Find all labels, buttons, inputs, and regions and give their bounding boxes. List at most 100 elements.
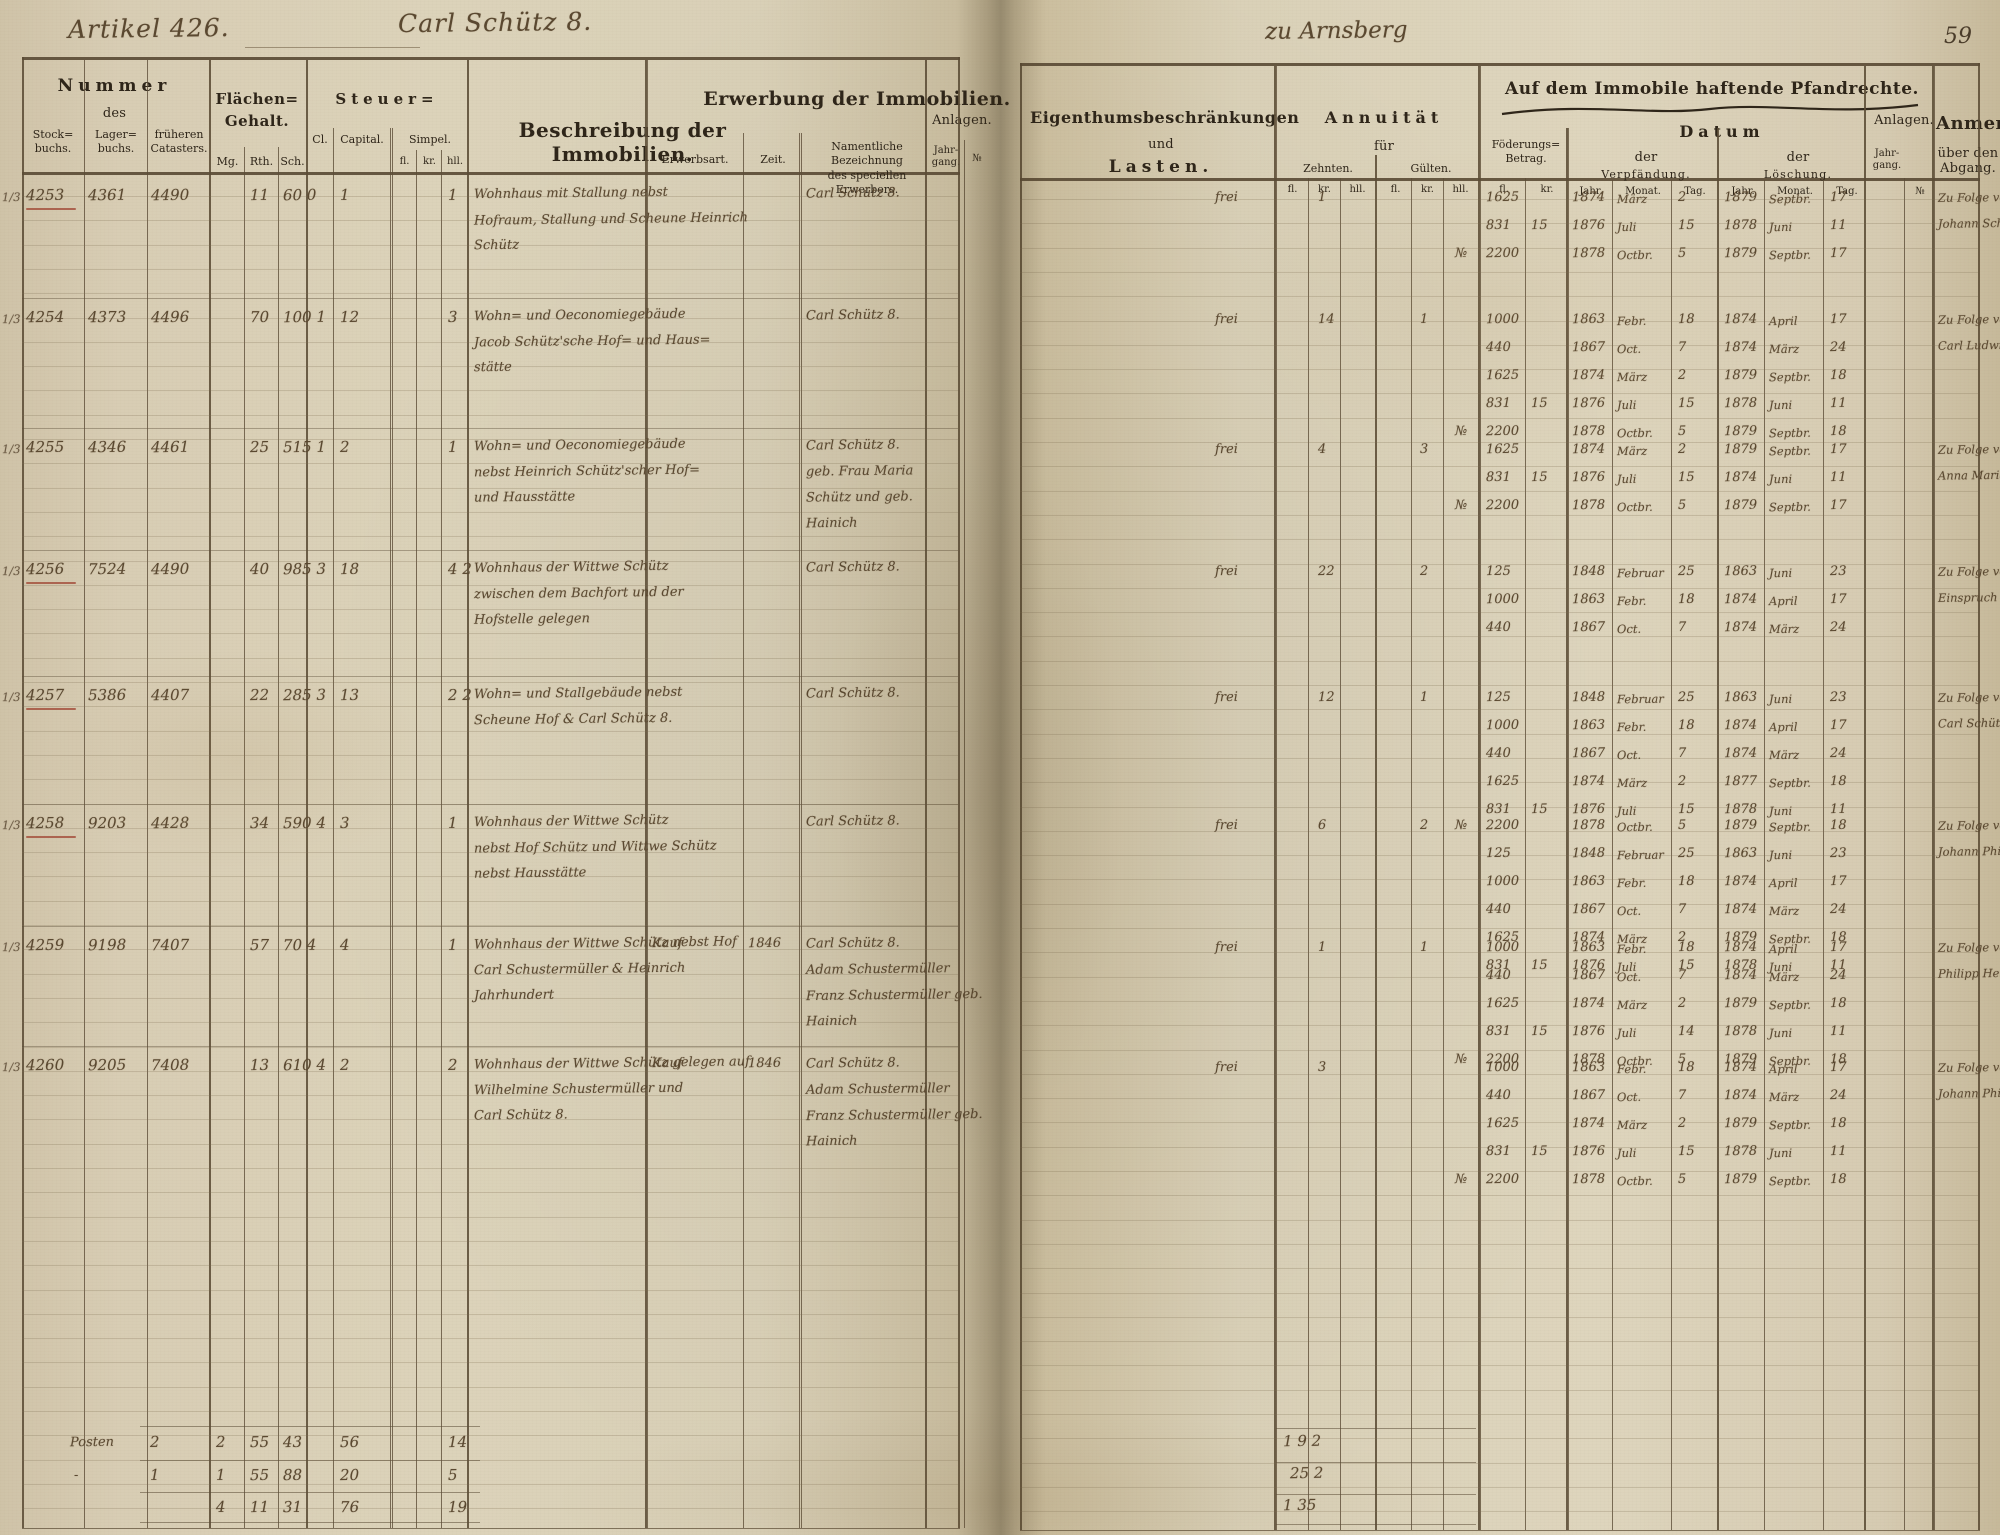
cell-verpf-monat: Octbr. xyxy=(1616,1173,1653,1189)
cell-beschreibung-line: Scheune Hof & Carl Schütz 8. xyxy=(473,710,673,729)
cell-losch-jahr: 1874 xyxy=(1723,311,1758,328)
cell-beschreibung-line: Wohnhaus der Wittwe Schütz xyxy=(473,812,669,831)
header-owner: Carl Schütz 8. xyxy=(397,6,593,39)
cell-pfand-kr: 15 xyxy=(1530,801,1548,818)
cell-verpf-tag: 18 xyxy=(1677,311,1695,328)
cell-zehnten: 4 xyxy=(1317,441,1327,458)
cell-losch-jahr: 1874 xyxy=(1723,469,1758,486)
header-bottom-left xyxy=(22,172,960,175)
cell-losch-tag: 17 xyxy=(1829,717,1847,734)
cell-pfand-betrag: 831 xyxy=(1485,1023,1511,1040)
cell-losch-jahr: 1874 xyxy=(1723,939,1758,956)
col-v-monat: Monat. xyxy=(1625,186,1661,197)
cell-verpf-tag: 2 xyxy=(1677,773,1687,790)
cell-losch-jahr: 1879 xyxy=(1723,367,1758,384)
cell-beschreibung-line: Wohn= und Oeconomiegebäude xyxy=(473,436,686,455)
cell-losch-monat: Septbr. xyxy=(1768,1173,1812,1189)
cell-losch-jahr: 1879 xyxy=(1723,189,1758,206)
cell-losch-jahr: 1878 xyxy=(1723,217,1758,234)
cell-pfand-betrag: 2200 xyxy=(1485,1171,1520,1188)
group-annuitaet-sub: für xyxy=(1374,139,1394,154)
cell-losch-jahr: 1874 xyxy=(1723,967,1758,984)
cell-verpf-jahr: 1874 xyxy=(1571,773,1606,790)
cell-verpf-monat: Octbr. xyxy=(1616,425,1653,441)
cell-sch: 515 1 xyxy=(282,437,327,457)
cell-erwerber-line: geb. Frau Maria xyxy=(805,463,914,480)
cell-losch-monat: Juni xyxy=(1768,691,1793,707)
cell-losch-monat: April xyxy=(1768,313,1798,329)
cell-lagerbuch: 9203 xyxy=(87,813,127,833)
stockbuch-underline xyxy=(26,208,76,210)
totals-annuity-b: 25 2 xyxy=(1289,1463,1324,1483)
cell-cataster: 4490 xyxy=(150,185,190,205)
col-capital: Capital. xyxy=(340,133,384,146)
cell-pfand-betrag: 2200 xyxy=(1485,245,1520,262)
cell-losch-monat: Septbr. xyxy=(1768,775,1812,791)
cell-pfand-betrag: 831 xyxy=(1485,217,1511,234)
cell-losch-monat: April xyxy=(1768,1061,1798,1077)
cell-verpf-monat: Oct. xyxy=(1616,969,1642,985)
cell-pfand-kr: 15 xyxy=(1530,1143,1548,1160)
cell-beschreibung-line: Wohnhaus der Wittwe Schütz nebst Hof xyxy=(473,934,738,953)
col-simpel-hll: hll. xyxy=(446,156,463,167)
cell-losch-tag: 11 xyxy=(1829,801,1847,818)
cell-anmerkung-line: Zu Folge von Abth. 693 xyxy=(1937,817,2000,833)
cell-stockbuch: 4259 xyxy=(25,935,65,955)
cell-anmerkung-line: Anna Maria Haus. xyxy=(1937,467,2000,483)
cell-beschreibung-line: und Hausstätte xyxy=(473,489,576,506)
cell-simpel: 1 xyxy=(447,935,458,955)
cell-pfand-marker: № xyxy=(1454,1051,1468,1068)
cell-pfand-betrag: 1625 xyxy=(1485,995,1520,1012)
cell-losch-monat: März xyxy=(1768,621,1800,637)
cell-anmerkung-line: Einspruch von Villmar ab. xyxy=(1937,589,2000,605)
cell-sch: 285 3 xyxy=(282,685,327,705)
cell-cl: 2 xyxy=(339,1055,350,1075)
cell-losch-jahr: 1874 xyxy=(1723,901,1758,918)
row-margin-note: 1/3 xyxy=(1,939,21,955)
cell-losch-tag: 17 xyxy=(1829,497,1847,514)
cell-verpf-tag: 15 xyxy=(1677,395,1695,412)
col-verpfaendung-label: Verpfändung. xyxy=(1601,168,1691,181)
cell-beschreibung-line: Hofstelle gelegen xyxy=(473,611,591,628)
totals-label-b: - xyxy=(73,1467,79,1484)
cell-verpf-monat: Februar xyxy=(1616,565,1664,581)
cell-lasten: frei xyxy=(1214,939,1238,956)
cell-simpel: 2 xyxy=(447,1055,458,1075)
cell-verpf-tag: 5 xyxy=(1677,497,1687,514)
cell-verpf-jahr: 1867 xyxy=(1571,901,1606,918)
cell-losch-tag: 17 xyxy=(1829,441,1847,458)
cell-verpf-monat: Juli xyxy=(1616,397,1637,413)
cell-zehnten: 14 xyxy=(1317,311,1335,328)
cell-losch-tag: 11 xyxy=(1829,469,1847,486)
col-betrag-fl: fl. xyxy=(1499,184,1509,195)
col-zehnten-kr: kr. xyxy=(1318,184,1331,195)
cell-cataster: 7407 xyxy=(150,935,190,955)
cell-losch-tag: 24 xyxy=(1829,745,1847,762)
cell-verpf-monat: Oct. xyxy=(1616,903,1642,919)
cell-erwerber-line: Adam Schustermüller xyxy=(805,1081,950,1098)
cell-simpel: 2 2 xyxy=(447,685,472,705)
cell-zeit: 1846 xyxy=(747,1055,782,1072)
group-erwerbung-title: Erwerbung der Immobilien. xyxy=(703,88,1011,110)
totals-annuity-a: 1 9 2 xyxy=(1282,1431,1322,1451)
cell-pfand-kr: 15 xyxy=(1530,1023,1548,1040)
cell-losch-monat: Juni xyxy=(1768,847,1793,863)
col-lagerbuch: Lager= buchs. xyxy=(95,128,137,155)
cell-beschreibung-line: Jahrhundert xyxy=(473,987,555,1004)
totals-rule xyxy=(140,1426,480,1427)
cell-lagerbuch: 7524 xyxy=(87,559,127,579)
cell-pfand-betrag: 440 xyxy=(1485,967,1511,984)
cell-losch-monat: April xyxy=(1768,875,1798,891)
col-anlagen-right-jahrgang: Jahr-gang. xyxy=(1872,148,1902,171)
row-margin-note: 1/3 xyxy=(1,441,21,457)
cell-anmerkung-line: Zu Folge von Abth. 425 xyxy=(1937,689,2000,705)
row-margin-note: 1/3 xyxy=(1,563,21,579)
cell-beschreibung-line: Schütz xyxy=(473,237,520,254)
cell-verpf-jahr: 1878 xyxy=(1571,423,1606,440)
cell-pfand-marker: № xyxy=(1454,1171,1468,1188)
cell-erwerber-line: Schütz und geb. xyxy=(805,489,913,506)
cell-cataster: 4461 xyxy=(150,437,190,457)
cell-guelten: 1 xyxy=(1419,689,1429,706)
cell-lagerbuch: 4361 xyxy=(87,185,127,205)
cell-verpf-monat: Febr. xyxy=(1616,1061,1647,1077)
